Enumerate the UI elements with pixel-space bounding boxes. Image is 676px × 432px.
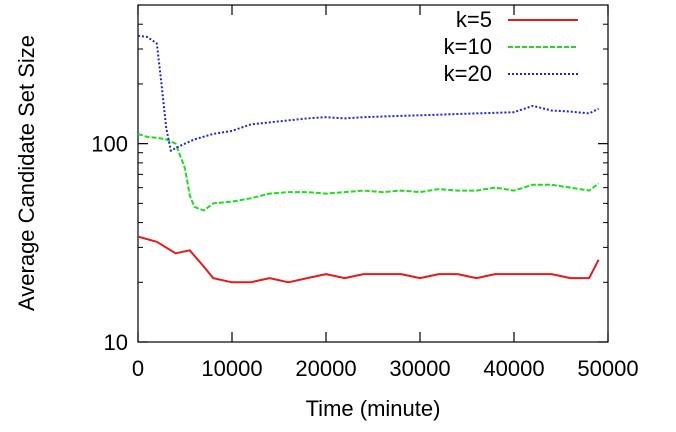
plot-frame xyxy=(137,4,609,343)
legend-label: k=20 xyxy=(444,61,492,86)
x-tick-label: 50000 xyxy=(577,356,638,381)
x-tick-label: 30000 xyxy=(389,356,450,381)
x-axis-ticks: 0 10000 20000 30000 40000 50000 xyxy=(132,5,639,381)
x-tick-label: 40000 xyxy=(483,356,544,381)
x-tick-label: 0 xyxy=(132,356,144,381)
y-tick-label: 10 xyxy=(104,330,128,355)
series-line-k5 xyxy=(137,235,600,284)
y-axis-label: Average Candidate Set Size xyxy=(14,35,39,311)
legend: k=5k=10k=20 xyxy=(444,7,578,86)
legend-label: k=10 xyxy=(444,34,492,59)
x-axis-label: Time (minute) xyxy=(306,396,441,421)
series-line-k20 xyxy=(137,34,600,152)
series-layer xyxy=(137,34,600,284)
x-tick-label: 20000 xyxy=(295,356,356,381)
y-tick-label: 100 xyxy=(91,132,128,157)
series-line-k10 xyxy=(137,132,600,212)
y-axis-ticks: 10 100 xyxy=(91,4,608,355)
x-tick-label: 10000 xyxy=(201,356,262,381)
legend-label: k=5 xyxy=(456,7,492,32)
